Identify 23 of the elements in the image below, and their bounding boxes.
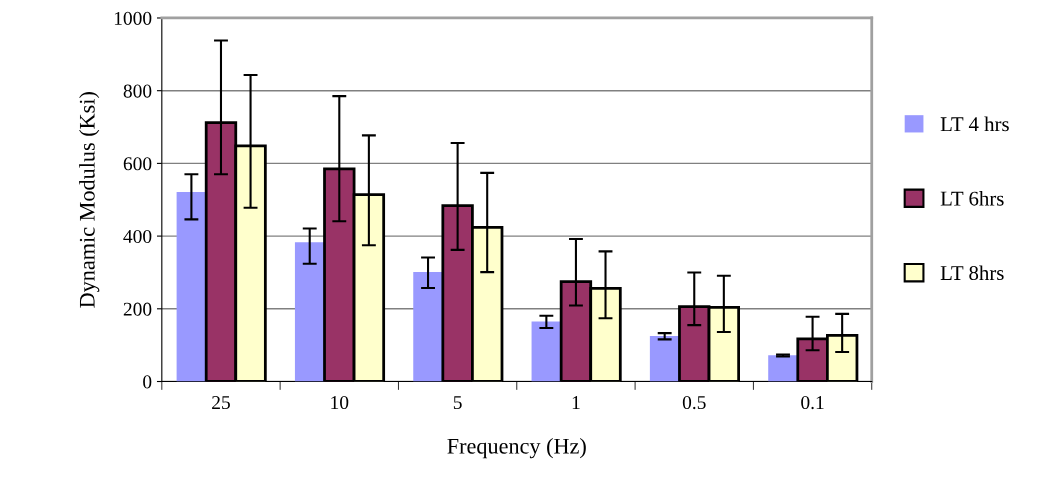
x-tick-label: 25: [212, 396, 230, 410]
y-tick-label: 200: [123, 302, 152, 316]
x-tick-label: 10: [331, 395, 349, 410]
y-tick-label: 1000: [114, 11, 152, 25]
x-tick-label: 0.5: [682, 395, 706, 410]
x-tick-label: 0.1: [801, 395, 824, 410]
bar: [649, 336, 680, 382]
y-tick-label: 600: [123, 157, 152, 171]
legend-label: LT 4 hrs: [940, 116, 1009, 132]
y-tick-label: 800: [123, 84, 152, 98]
y-axis-title: Dynamic Modulus (Ksi): [79, 92, 100, 308]
legend-label: LT 8hrs: [940, 265, 1004, 281]
y-tick-label: 0: [143, 375, 152, 389]
bar: [176, 192, 207, 382]
bar: [294, 242, 325, 382]
bar: [531, 321, 562, 382]
x-tick-label: 5: [453, 396, 462, 410]
x-tick-label: 1: [572, 396, 580, 409]
bar: [413, 272, 443, 382]
bar: [768, 355, 798, 382]
x-axis-title: Frequency (Hz): [447, 438, 586, 459]
legend-label: LT 6hrs: [940, 190, 1004, 206]
y-tick-label: 400: [123, 229, 152, 244]
